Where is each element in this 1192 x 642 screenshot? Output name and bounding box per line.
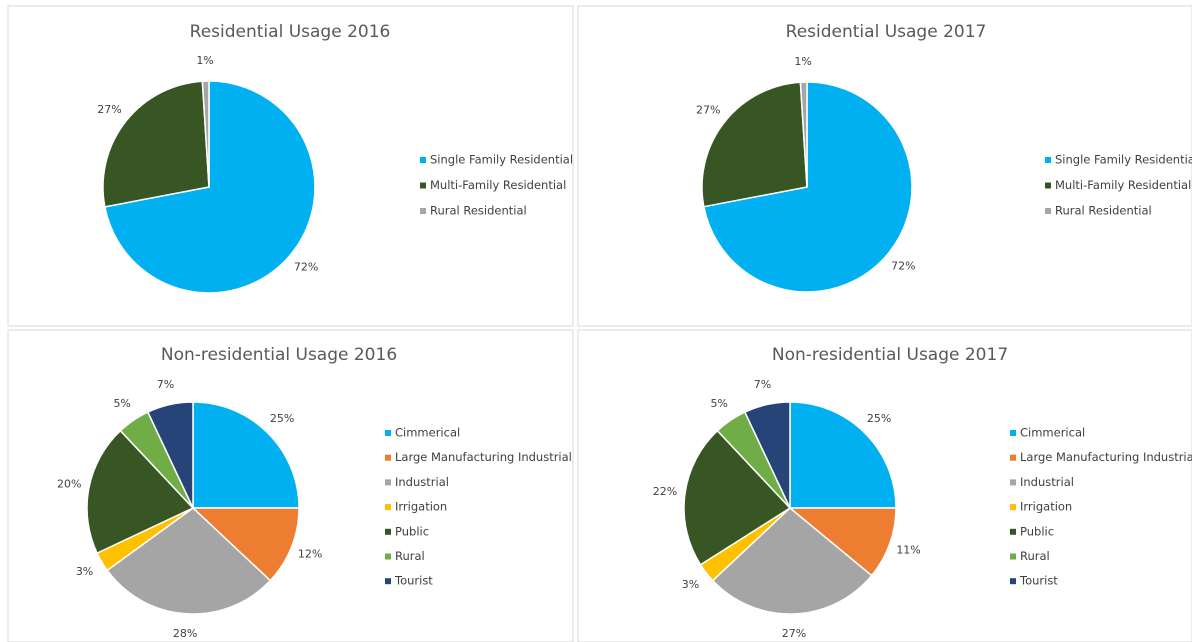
pie-slice	[106, 507, 272, 615]
data-label: 27%	[782, 627, 806, 640]
legend-swatch	[385, 528, 391, 535]
pie-slice	[799, 81, 808, 188]
data-label: 1%	[794, 55, 811, 68]
legend-label: Single Family Residential	[430, 153, 573, 167]
legend-label: Tourist	[394, 574, 433, 588]
legend-label: Rural Residential	[430, 204, 527, 218]
data-label: 3%	[682, 578, 699, 591]
data-label: 12%	[298, 547, 322, 560]
legend-swatch	[1010, 454, 1016, 461]
legend-swatch	[1045, 157, 1051, 163]
data-label: 27%	[97, 103, 121, 116]
chart-title: Residential Usage 2017	[786, 22, 987, 42]
pie-slice	[683, 429, 792, 566]
legend-swatch	[420, 208, 426, 214]
legend-label: Rural Residential	[1055, 204, 1152, 218]
data-label: 7%	[754, 378, 771, 391]
data-label: 11%	[896, 544, 920, 557]
pie-slice	[191, 507, 300, 582]
pie-slice	[787, 507, 897, 577]
legend-swatch	[385, 454, 391, 461]
data-label: 7%	[157, 378, 174, 391]
legend-swatch	[385, 553, 391, 560]
legend-swatch	[385, 479, 391, 486]
legend-label: Single Family Residential	[1055, 153, 1192, 167]
legend-swatch	[385, 578, 391, 585]
legend-label: Irrigation	[395, 500, 447, 514]
pie-slice	[711, 507, 873, 615]
pie-slice	[102, 80, 210, 208]
data-label: 25%	[867, 412, 891, 425]
legend-label: Large Manufacturing Industrial	[395, 450, 572, 464]
pie-slice	[192, 401, 300, 509]
legend-label: Industrial	[395, 475, 449, 489]
data-label: 72%	[294, 260, 318, 273]
data-label: 25%	[270, 412, 294, 425]
legend-swatch	[385, 504, 391, 511]
data-label: 1%	[196, 54, 213, 67]
legend-swatch	[1045, 208, 1051, 214]
pie-slice	[86, 429, 195, 555]
pie-slice	[789, 401, 897, 509]
legend-swatch	[385, 430, 391, 436]
legend-label: Cimmerical	[395, 426, 460, 440]
legend-swatch	[420, 157, 426, 163]
legend-label: Multi-Family Residential	[1055, 178, 1191, 192]
legend-swatch	[1010, 528, 1016, 535]
legend-swatch	[1010, 504, 1016, 511]
pie-slice	[743, 401, 791, 509]
legend-label: Irrigation	[1020, 500, 1072, 514]
pie-slice	[146, 401, 194, 509]
legend-label: Multi-Family Residential	[430, 178, 566, 192]
pie-slice	[701, 81, 808, 208]
legend-label: Tourist	[1019, 574, 1058, 588]
data-label: 20%	[57, 477, 81, 490]
chart-title: Non-residential Usage 2017	[772, 345, 1008, 365]
data-label: 5%	[113, 397, 130, 410]
chart-title: Non-residential Usage 2016	[161, 345, 397, 365]
legend-swatch	[1010, 479, 1016, 486]
legend-label: Public	[1020, 524, 1054, 538]
legend-label: Rural	[1020, 549, 1050, 563]
legend-label: Large Manufacturing Industrial	[1020, 450, 1192, 464]
data-label: 27%	[696, 103, 720, 116]
legend-swatch	[420, 182, 426, 189]
data-label: 3%	[76, 565, 93, 578]
pie-slice	[103, 80, 316, 294]
data-label: 72%	[891, 260, 915, 273]
chart-title: Residential Usage 2016	[190, 22, 391, 42]
legend-swatch	[1045, 182, 1051, 189]
data-label: 28%	[173, 627, 197, 640]
legend-label: Rural	[395, 549, 425, 563]
data-label: 22%	[653, 485, 677, 498]
pie-slice	[702, 81, 913, 293]
legend-swatch	[1010, 430, 1016, 436]
pie-slice	[201, 80, 210, 188]
data-label: 5%	[710, 397, 727, 410]
legend-swatch	[1010, 578, 1016, 585]
legend-swatch	[1010, 553, 1016, 560]
legend-label: Industrial	[1020, 475, 1074, 489]
legend-label: Cimmerical	[1020, 426, 1085, 440]
legend-label: Public	[395, 524, 429, 538]
